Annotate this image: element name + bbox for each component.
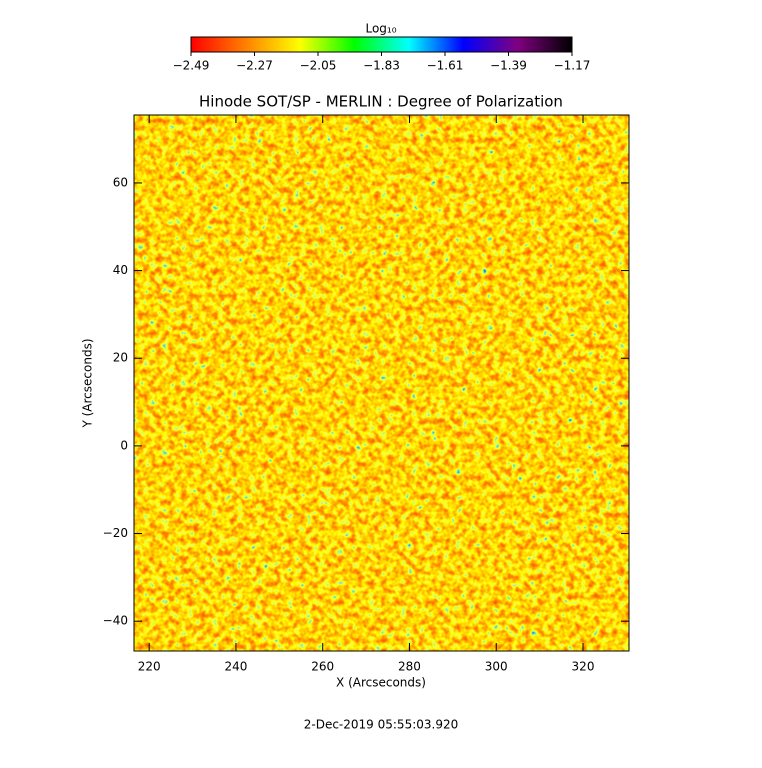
colorbar-tick-label: −2.27 bbox=[236, 59, 273, 73]
colorbar bbox=[190, 36, 573, 53]
x-tick-label: 300 bbox=[485, 660, 508, 674]
plot-frame bbox=[133, 114, 630, 652]
x-axis-label: X (Arcseconds) bbox=[336, 676, 426, 690]
y-axis-label: Y (Arcseconds) bbox=[81, 338, 95, 428]
y-tick-label: −40 bbox=[103, 614, 128, 628]
y-tick-label: 20 bbox=[113, 351, 128, 365]
colorbar-tick-label: −1.83 bbox=[363, 59, 400, 73]
chart-title: Hinode SOT/SP - MERLIN : Degree of Polar… bbox=[199, 93, 563, 111]
x-tick-label: 260 bbox=[311, 660, 334, 674]
y-tick-label: −20 bbox=[103, 526, 128, 540]
x-tick-label: 240 bbox=[224, 660, 247, 674]
colorbar-tick-label: −1.39 bbox=[490, 59, 527, 73]
colorbar-tick-label: −1.17 bbox=[554, 59, 591, 73]
x-tick-label: 320 bbox=[572, 660, 595, 674]
y-tick-label: 40 bbox=[113, 263, 128, 277]
y-tick-label: 60 bbox=[113, 175, 128, 189]
footnote: 2-Dec-2019 05:55:03.920 bbox=[304, 718, 458, 732]
polarization-image bbox=[134, 115, 629, 651]
x-tick-label: 220 bbox=[138, 660, 161, 674]
colorbar-tick-label: −2.05 bbox=[300, 59, 337, 73]
colorbar-label: Log₁₀ bbox=[365, 22, 396, 36]
x-tick-label: 280 bbox=[398, 660, 421, 674]
colorbar-tick-label: −1.61 bbox=[427, 59, 464, 73]
colorbar-tick-label: −2.49 bbox=[173, 59, 210, 73]
y-tick-label: 0 bbox=[120, 438, 128, 452]
